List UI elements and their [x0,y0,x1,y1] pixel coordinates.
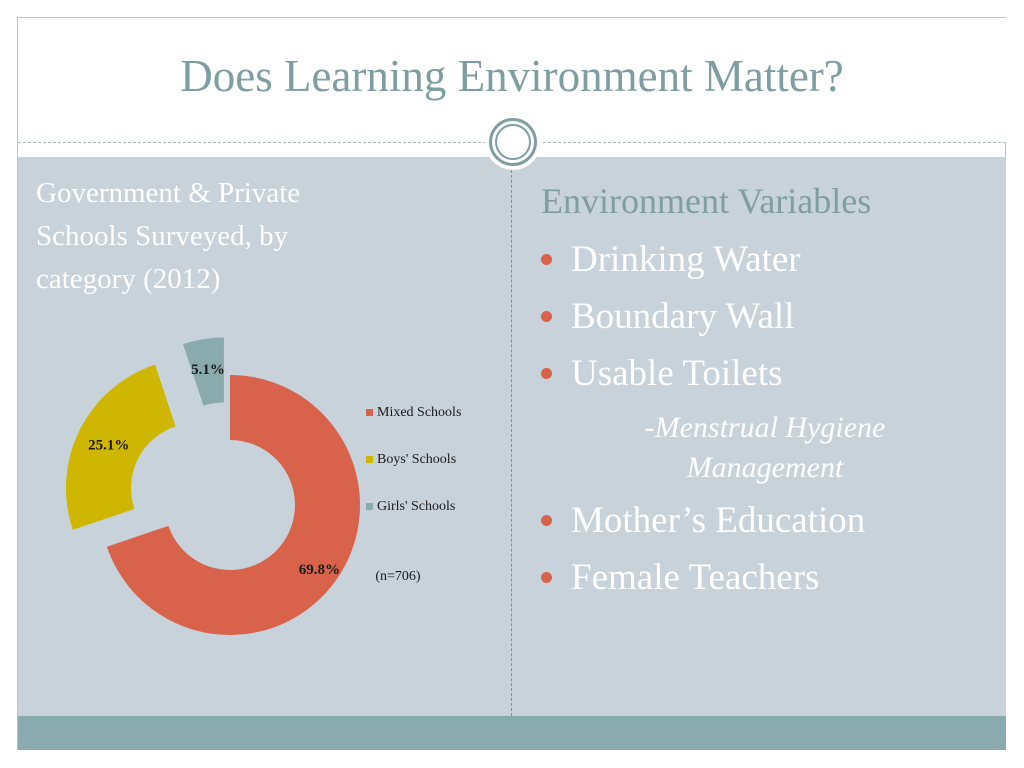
slice-boys-schools [65,364,176,530]
chart-legend: Mixed Schools Boys' Schools Girls' Schools [366,405,461,514]
chart-heading: Government & Private Schools Surveyed, b… [36,177,301,295]
bullet-text: Usable Toilets [571,353,783,394]
bullet-item-female-teachers: Female Teachers [541,556,1001,600]
bullet-text: Mother’s Education [571,500,866,541]
legend-swatch-1 [366,456,373,463]
bullet-dot-icon [541,311,552,322]
footer-band [18,716,1006,750]
data-label-1: 25.1% [88,438,129,454]
bullet-dot-icon [541,572,552,583]
data-label-0: 69.8% [299,562,340,578]
sample-size-annotation: (n=706) [375,569,421,584]
slice-mixed-schools [106,375,360,635]
legend-label-0: Mixed Schools [377,405,461,420]
chart-slices [65,337,360,635]
bullet-item-boundary-wall: Boundary Wall [541,295,1001,339]
bullet-dot-icon [541,254,552,265]
data-label-2: 5.1% [191,362,225,378]
legend-swatch-0 [366,409,373,416]
bullet-item-drinking-water: Drinking Water [541,238,1001,282]
bullet-dot-icon [541,515,552,526]
bullet-dot-icon [541,368,552,379]
ornament-inner-ring [495,124,531,160]
sub-bullet-menstrual-hygiene: -Menstrual Hygiene Management [644,411,886,484]
bullet-item-usable-toilets: Usable Toilets [541,352,1001,396]
legend-swatch-2 [366,503,373,510]
chart-data-labels: 69.8% 25.1% 5.1% [88,362,340,578]
column-divider [511,160,512,716]
bullet-text: Boundary Wall [571,296,795,337]
bullet-item-mothers-education: Mother’s Education [541,499,1001,543]
legend-label-1: Boys' Schools [377,452,456,467]
variables-heading: Environment Variables [541,181,872,221]
legend-label-2: Girls' Schools [377,499,455,514]
slide-title: Does Learning Environment Matter? [180,51,844,101]
slice-girls-schools [182,337,224,406]
bullet-text: Drinking Water [571,239,801,280]
bullet-text: Female Teachers [571,557,820,598]
doughnut-chart: 69.8% 25.1% 5.1% Mixed Schools Boys' School… [65,337,461,635]
